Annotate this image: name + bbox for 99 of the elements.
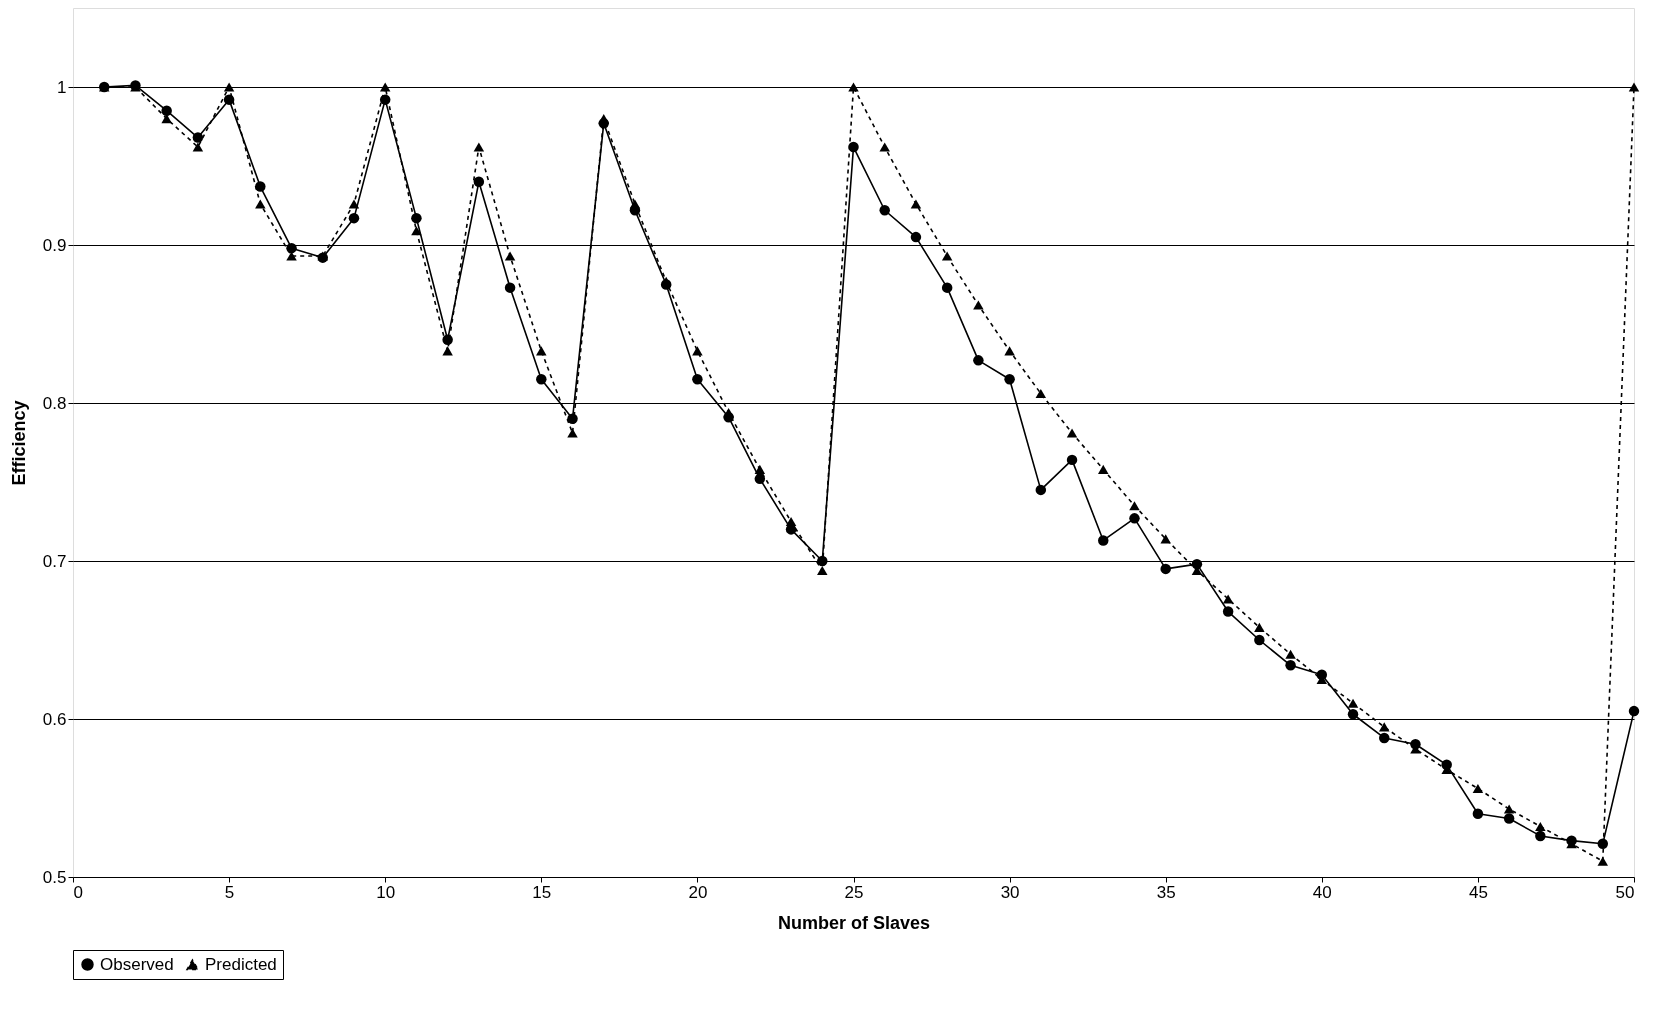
x-tick-label: 45 — [1468, 882, 1488, 902]
point — [1535, 830, 1546, 842]
y-tick-label: 0.7 — [42, 551, 67, 571]
point — [161, 114, 172, 124]
point — [192, 142, 204, 152]
point — [598, 114, 609, 124]
point — [286, 242, 297, 254]
point — [754, 473, 766, 485]
point — [1004, 346, 1015, 356]
point — [504, 251, 516, 261]
point — [1347, 709, 1359, 720]
point — [1535, 821, 1546, 831]
point — [348, 199, 360, 209]
y-axis-title: Efficiency — [8, 400, 29, 486]
point — [1597, 856, 1609, 866]
point — [973, 300, 984, 310]
legend-label: Predicted — [205, 954, 277, 974]
point — [629, 199, 641, 209]
point — [255, 181, 266, 192]
point — [1379, 732, 1390, 744]
point — [785, 516, 797, 527]
point — [1129, 501, 1140, 511]
point — [1472, 808, 1484, 820]
point — [473, 142, 485, 152]
x-tick-label: 30 — [1000, 882, 1020, 902]
point — [1254, 634, 1265, 646]
point — [1503, 804, 1515, 814]
point — [504, 282, 516, 293]
point — [1160, 534, 1171, 544]
x-tick-label: 15 — [532, 882, 552, 902]
point — [910, 231, 922, 243]
point — [411, 212, 422, 224]
x-tick-label: 50 — [1615, 882, 1635, 902]
point — [161, 105, 172, 116]
point — [192, 132, 204, 143]
point — [1285, 649, 1296, 659]
point — [255, 199, 266, 209]
point — [660, 276, 672, 286]
point — [1628, 705, 1640, 717]
y-tick-label: 1 — [57, 77, 67, 97]
point — [848, 141, 859, 153]
point — [848, 82, 859, 92]
x-axis-title: Number of Slaves — [777, 912, 931, 933]
point — [379, 82, 391, 92]
point — [941, 282, 953, 293]
point — [879, 142, 890, 152]
x-tick-label: 5 — [224, 882, 235, 902]
point — [1035, 388, 1047, 399]
x-tick-label: 35 — [1156, 882, 1176, 902]
point — [223, 94, 235, 105]
x-tick-label: 40 — [1312, 882, 1332, 902]
point — [1191, 558, 1203, 570]
point — [1222, 606, 1234, 617]
point — [1066, 428, 1078, 438]
point — [1004, 374, 1015, 385]
point — [348, 212, 360, 224]
point — [1628, 82, 1640, 92]
point — [567, 413, 578, 425]
point — [910, 199, 922, 209]
point — [754, 464, 766, 474]
x-tick-label: 20 — [688, 882, 708, 902]
point — [1129, 513, 1140, 524]
legend-label: Observed — [100, 954, 174, 974]
point — [442, 334, 453, 346]
point — [567, 428, 578, 438]
point — [536, 346, 547, 356]
point — [223, 82, 235, 92]
point — [1597, 838, 1609, 850]
point — [442, 346, 453, 356]
y-tick-label: 0.5 — [42, 867, 67, 887]
point — [536, 374, 547, 385]
point — [1503, 813, 1515, 824]
point — [973, 355, 984, 366]
point — [1160, 563, 1171, 575]
point — [1285, 660, 1296, 671]
point — [692, 374, 703, 385]
point — [879, 205, 890, 216]
y-tick-label: 0.8 — [42, 393, 67, 413]
point — [379, 94, 391, 105]
point — [1098, 464, 1109, 474]
point — [473, 176, 485, 188]
y-tick-label: 0.6 — [42, 709, 67, 729]
point — [723, 407, 734, 418]
point — [1066, 454, 1078, 466]
x-tick-label: 25 — [844, 882, 864, 902]
point — [692, 346, 703, 356]
point — [817, 555, 828, 567]
point — [1222, 594, 1234, 604]
y-tick-label: 0.9 — [42, 235, 67, 255]
point — [1098, 535, 1109, 546]
point — [817, 565, 828, 576]
point — [1035, 484, 1047, 496]
x-tick-label: 0 — [73, 882, 83, 902]
point — [1472, 783, 1484, 794]
point — [1254, 622, 1265, 632]
point — [1347, 698, 1359, 708]
x-tick-label: 10 — [376, 882, 396, 902]
point — [941, 251, 953, 261]
point — [411, 226, 422, 236]
